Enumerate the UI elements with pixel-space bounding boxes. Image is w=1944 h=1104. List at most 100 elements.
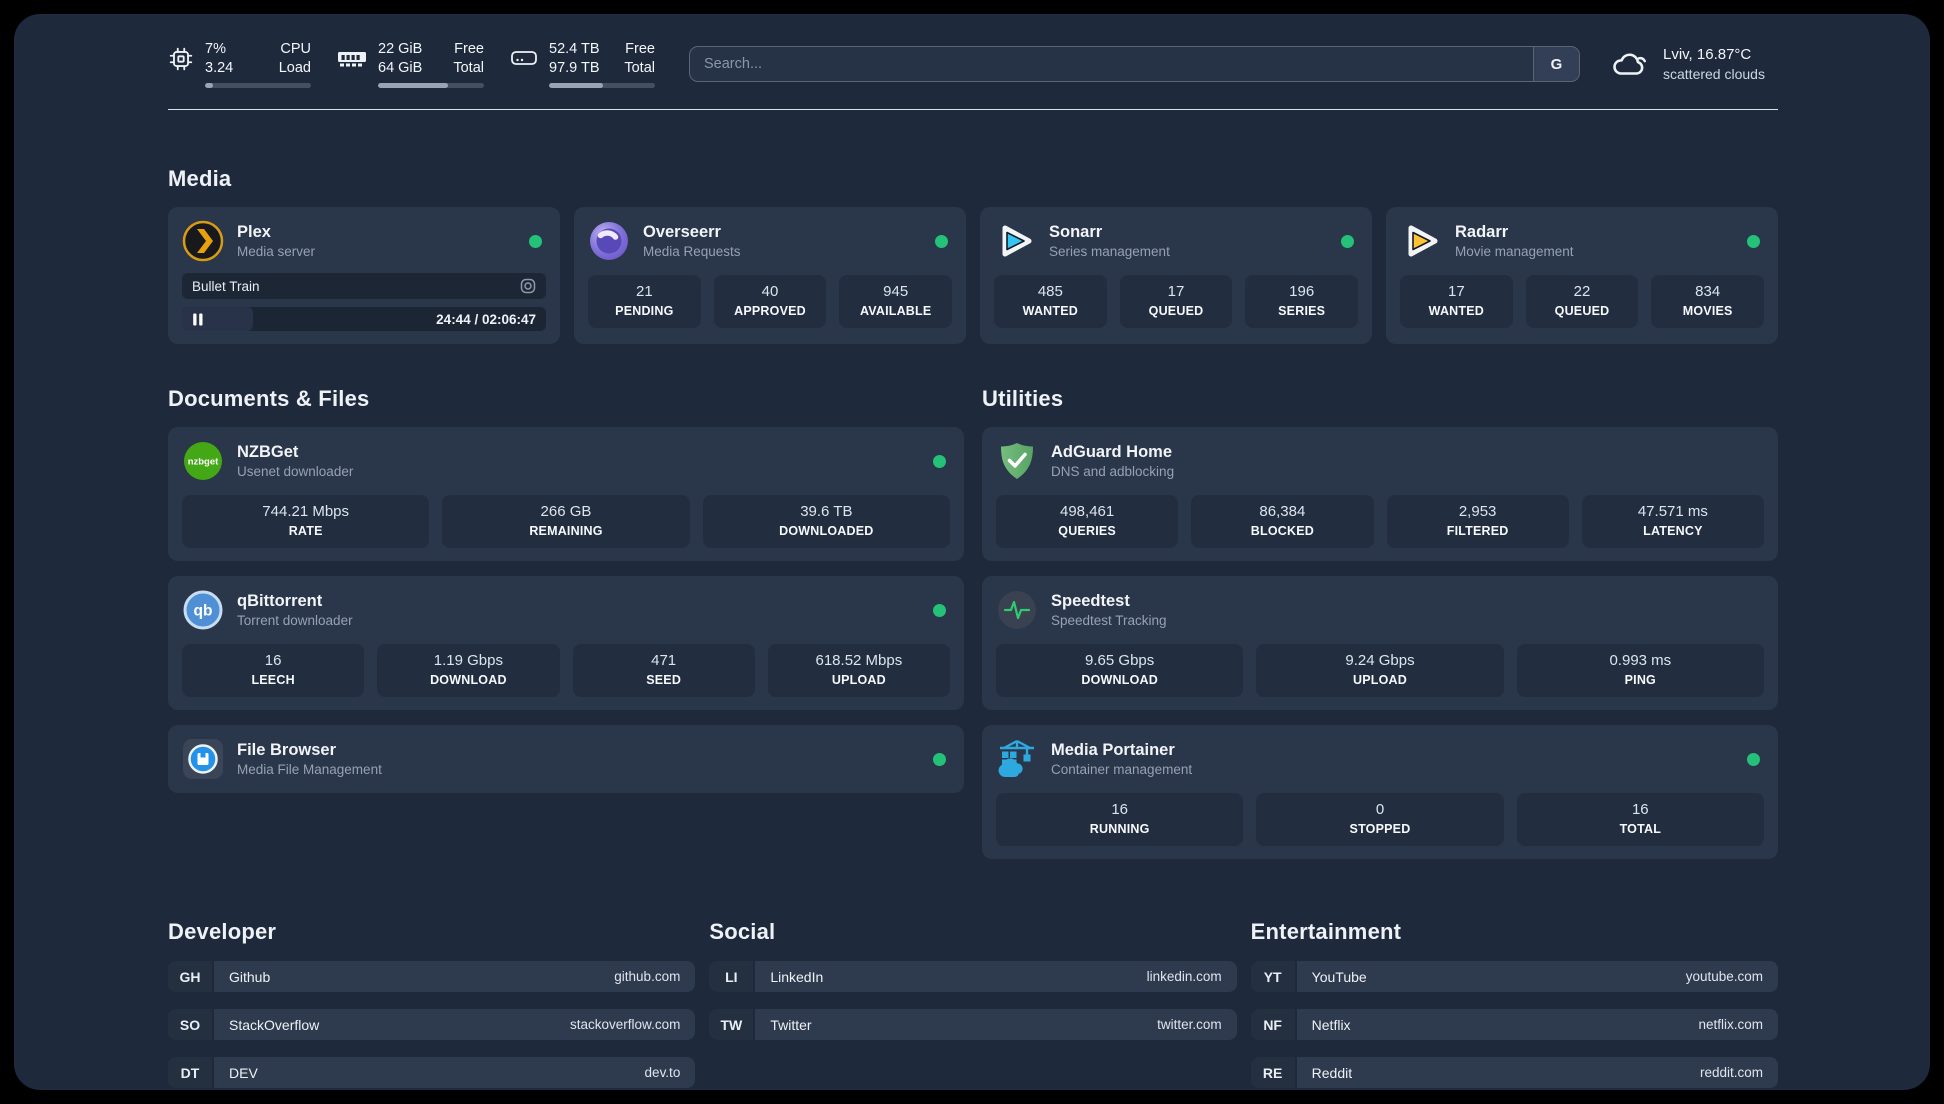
memory-total-value: 64 GiB [378, 60, 423, 76]
app-card-radarr[interactable]: Radarr Movie management 17 WANTED 22 QUE… [1386, 207, 1778, 344]
stat-tile: 2,953 FILTERED [1386, 495, 1569, 548]
app-name: Media Portainer [1051, 740, 1175, 759]
app-name: qBittorrent [237, 591, 323, 610]
link-row-reddit[interactable]: RE Reddit reddit.com [1250, 1057, 1778, 1088]
section-title-social: Social [709, 919, 776, 944]
link-row-youtube[interactable]: YT YouTube youtube.com [1250, 961, 1778, 992]
section-title-utilities: Utilities [982, 386, 1064, 411]
cpu-percent: 7% [205, 41, 226, 57]
link-url: linkedin.com [1146, 969, 1222, 984]
link-url: twitter.com [1157, 1017, 1222, 1032]
stat-label: AVAILABLE [859, 304, 932, 318]
link-row-linkedin[interactable]: LI LinkedIn linkedin.com [709, 961, 1237, 992]
stat-value: 16 [1111, 801, 1128, 818]
link-url: netflix.com [1698, 1017, 1763, 1032]
app-card-adguard[interactable]: AdGuard Home DNS and adblocking 498,461 … [982, 427, 1778, 561]
quality-icon[interactable] [520, 278, 536, 294]
stat-label: QUEUED [1554, 304, 1610, 318]
app-card-filebrowser[interactable]: File Browser Media File Management [168, 725, 964, 793]
cpu-load-label: Load [278, 60, 311, 76]
app-card-portainer[interactable]: Media Portainer Container management 16 … [982, 725, 1778, 859]
stat-tile: 16 RUNNING [996, 793, 1244, 846]
overseerr-icon [588, 220, 630, 262]
stat-value: 0.993 ms [1609, 652, 1672, 669]
status-dot [933, 752, 946, 766]
status-dot [1747, 234, 1760, 248]
link-row-github[interactable]: GH Github github.com [168, 961, 696, 992]
link-abbr: NF [1250, 1009, 1295, 1040]
link-row-dev[interactable]: DT DEV dev.to [168, 1057, 696, 1088]
status-dot [933, 603, 946, 617]
link-row-stackoverflow[interactable]: SO StackOverflow stackoverflow.com [168, 1009, 696, 1040]
playback-progress-bar[interactable]: 24:44 / 02:06:47 [182, 307, 546, 331]
stat-label: BLOCKED [1250, 524, 1314, 538]
search-input[interactable] [690, 56, 1533, 72]
stat-value: 22 [1573, 283, 1591, 300]
disk-total-value: 97.9 TB [549, 60, 600, 76]
stat-tile: 86,384 BLOCKED [1191, 495, 1374, 548]
qbittorrent-icon: qb [182, 589, 224, 631]
search-engine-label: G [1550, 55, 1563, 73]
stat-tile: 471 SEED [572, 644, 755, 697]
link-abbr: SO [168, 1009, 212, 1040]
stat-tile: 16 LEECH [182, 644, 365, 697]
app-card-nzbget[interactable]: nzbget NZBGet Usenet downloader 74 [168, 427, 964, 561]
app-name: Overseerr [643, 222, 721, 241]
app-subtitle: Movie management [1455, 243, 1574, 259]
search-engine-button[interactable]: G [1533, 47, 1579, 81]
stat-tile: 0 STOPPED [1256, 793, 1504, 846]
app-card-qbittorrent[interactable]: qb qBittorrent Torrent downloader [168, 576, 964, 710]
link-name: Reddit [1311, 1064, 1353, 1081]
stat-tile: 40 APPROVED [713, 275, 827, 328]
section-title-documents: Documents & Files [168, 386, 370, 411]
stat-value: 21 [635, 283, 653, 300]
stat-tile: 17 QUEUED [1119, 275, 1233, 328]
cpu-stat: 7% CPU 3.24 Load [168, 40, 311, 88]
link-url: dev.to [644, 1065, 681, 1080]
app-card-overseerr[interactable]: Overseerr Media Requests 21 PENDING 40 A… [574, 207, 966, 344]
stat-tile: 22 QUEUED [1525, 275, 1639, 328]
link-url: youtube.com [1685, 969, 1763, 984]
stat-tile: 945 AVAILABLE [839, 275, 953, 328]
stat-tile: 9.24 Gbps UPLOAD [1256, 644, 1504, 697]
app-subtitle: Usenet downloader [237, 463, 354, 479]
plex-icon [182, 220, 224, 262]
stat-tile: 16 TOTAL [1516, 793, 1764, 846]
link-group-developer: Developer GH Github github.com SO StackO… [168, 919, 696, 1090]
stat-value: 485 [1037, 283, 1063, 300]
link-url: github.com [614, 969, 681, 984]
section-title-entertainment: Entertainment [1250, 919, 1402, 944]
weather-condition: scattered clouds [1663, 66, 1765, 82]
stat-tile: 39.6 TB DOWNLOADED [702, 495, 950, 548]
stat-tile: 744.21 Mbps RATE [182, 495, 430, 548]
app-card-speedtest[interactable]: Speedtest Speedtest Tracking 9.65 Gbps D… [982, 576, 1778, 710]
stat-value: 9.65 Gbps [1085, 652, 1155, 669]
memory-free-label: Free [454, 41, 484, 57]
stat-label: DOWNLOADED [779, 524, 874, 538]
stat-value: 498,461 [1060, 503, 1115, 520]
weather-location: Lviv, 16.87°C [1663, 46, 1752, 63]
search-bar: G [689, 46, 1580, 82]
filebrowser-icon [182, 738, 224, 780]
stat-label: PING [1624, 673, 1656, 687]
link-row-twitter[interactable]: TW Twitter twitter.com [709, 1009, 1237, 1040]
status-dot [935, 234, 948, 248]
disk-free-label: Free [625, 41, 655, 57]
cpu-label: CPU [280, 41, 311, 57]
link-row-netflix[interactable]: NF Netflix netflix.com [1250, 1009, 1778, 1040]
app-card-plex[interactable]: Plex Media server Bullet Train [168, 207, 560, 344]
link-name: YouTube [1311, 968, 1367, 985]
stat-label: FILTERED [1446, 524, 1509, 538]
adguard-icon [996, 440, 1038, 482]
link-name: Netflix [1311, 1016, 1351, 1033]
stat-label: RUNNING [1089, 822, 1150, 836]
link-url: stackoverflow.com [570, 1017, 681, 1032]
app-card-sonarr[interactable]: Sonarr Series management 485 WANTED 17 Q… [980, 207, 1372, 344]
pause-icon[interactable] [192, 313, 204, 326]
disk-stat: 52.4 TB Free 97.9 TB Total [510, 40, 655, 88]
stat-label: LEECH [251, 673, 295, 687]
stat-label: SERIES [1278, 304, 1326, 318]
app-name: File Browser [237, 740, 337, 759]
stat-value: 834 [1695, 283, 1721, 300]
app-subtitle: DNS and adblocking [1051, 463, 1175, 479]
